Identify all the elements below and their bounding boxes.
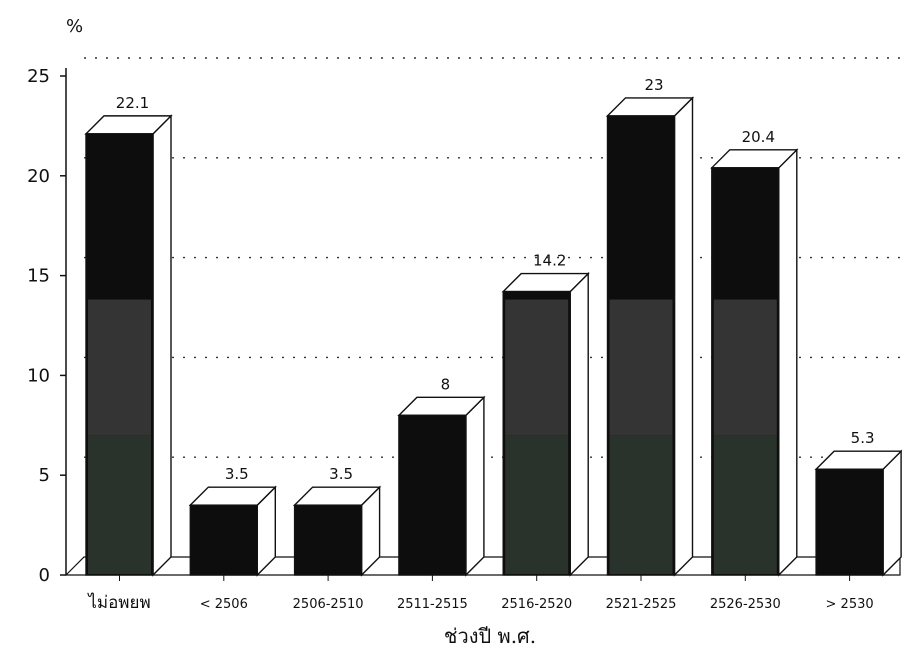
bar-shade-band: [88, 435, 151, 574]
x-axis-label: ช่วงปี พ.ศ.: [444, 624, 536, 648]
bar-side-face: [673, 96, 694, 577]
y-tick-label: 0: [39, 565, 50, 586]
x-tick-label: 2511-2515: [397, 597, 468, 612]
bar-side-face: [778, 148, 798, 577]
y-axis-unit-label: %: [66, 16, 83, 37]
bar-shade-band: [609, 299, 673, 436]
bar-side-face: [152, 114, 172, 577]
x-tick-label: ไม่อพยพ: [86, 592, 150, 613]
x-tick-label: < 2506: [200, 597, 248, 612]
x-tick-label: > 2530: [826, 597, 874, 612]
bar-value-label: 3.5: [225, 465, 249, 483]
bar: [397, 395, 486, 577]
bar-shade-band: [505, 435, 569, 574]
bar-front-face: [293, 504, 363, 576]
x-tick-label: 2516-2520: [501, 597, 572, 612]
bar-value-label: 3.5: [329, 465, 353, 483]
x-tick-label: 2506-2510: [293, 597, 364, 612]
bar-value-label: 14.2: [533, 252, 566, 270]
bar-value-label: 5.3: [851, 429, 875, 447]
y-tick-label: 20: [27, 166, 50, 187]
x-tick-label: 2526-2530: [710, 597, 781, 612]
bar-side-face: [569, 271, 589, 577]
bar-side-face: [882, 449, 902, 577]
bar: [188, 485, 277, 577]
bar-shade-band: [609, 435, 673, 574]
bar-front-face: [189, 504, 259, 576]
bar-shade-band: [713, 435, 777, 574]
bar-value-label: 22.1: [116, 94, 149, 112]
bar-value-labels: 22.1 3.5 3.5 8 14.2 23 20.4 5.3: [116, 76, 875, 483]
y-tick-label: 5: [39, 465, 50, 486]
bar-value-label: 23: [644, 76, 663, 94]
y-tick-label: 25: [27, 66, 50, 87]
bars: [84, 96, 902, 577]
x-tick-label: 2521-2525: [606, 597, 677, 612]
bar-shade-band: [713, 299, 777, 436]
bar-front-face: [815, 468, 884, 576]
bar-side-face: [465, 395, 485, 577]
y-tick-label: 15: [27, 266, 50, 287]
bar: [84, 114, 173, 577]
bar-front-face: [398, 414, 467, 576]
bar-shade-band: [88, 299, 151, 436]
bar-value-label: 8: [441, 375, 451, 393]
bar: [605, 96, 695, 577]
bar: [710, 148, 799, 577]
bar: [814, 449, 902, 577]
bar: [501, 271, 590, 577]
x-tick-labels: ไม่อพยพ < 2506 2506-2510 2511-2515 2516-2520…: [86, 575, 874, 613]
y-tick-label: 10: [27, 365, 50, 386]
bar: [292, 485, 382, 577]
bar-shade-band: [505, 299, 569, 436]
bar-value-label: 20.4: [742, 128, 775, 146]
grid-lines: [84, 57, 900, 458]
